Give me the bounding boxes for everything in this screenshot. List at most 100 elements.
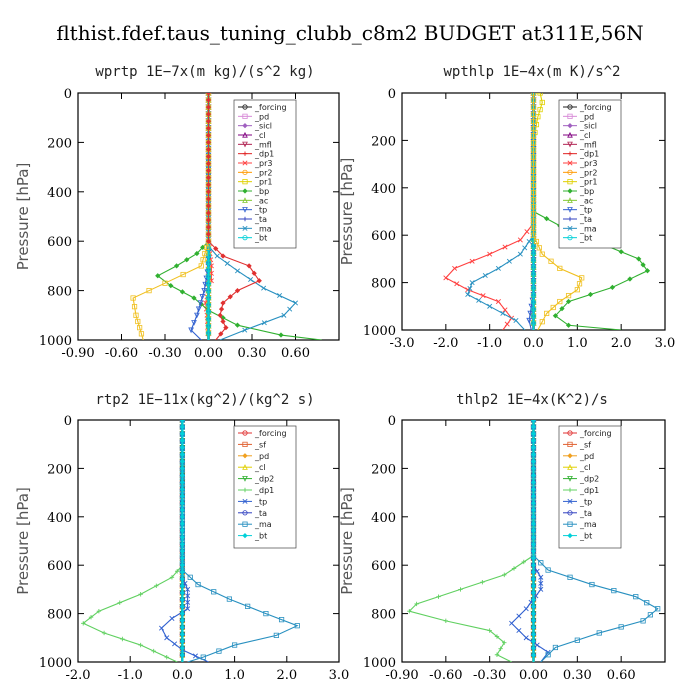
series-marker_pr3 <box>495 299 501 305</box>
series-marker_pr3 <box>452 265 458 271</box>
series-marker_bt <box>530 590 537 596</box>
legend-marker <box>567 104 573 110</box>
series-marker_bp <box>565 322 572 328</box>
y-tick-label: 600 <box>371 559 396 574</box>
panel-title: wpthlp 1E−4x(m K)/s^2 <box>443 64 620 80</box>
series-marker_dp1_profile <box>246 263 252 269</box>
legend-marker <box>567 141 573 148</box>
series-marker_dp1 <box>164 654 169 660</box>
series-group <box>443 93 651 330</box>
series-marker_dp1 <box>407 608 412 614</box>
legend-entry: _forcing <box>579 429 612 438</box>
y-tick-label: 1000 <box>363 656 396 671</box>
y-tick-label: 400 <box>47 511 72 526</box>
series-marker_dp1 <box>494 634 500 639</box>
x-tick-label: 3.0 <box>655 336 676 351</box>
series-marker_bt <box>179 528 186 534</box>
series-marker_bt <box>530 465 537 472</box>
series-marker_ma <box>292 300 299 306</box>
legend-entry: _tp <box>254 206 267 215</box>
legend-entry: _ma <box>579 224 597 233</box>
series-marker_bp <box>587 291 594 298</box>
series-marker_ma <box>500 310 506 316</box>
series-marker_bt <box>179 597 186 603</box>
legend-marker <box>567 179 573 185</box>
series-marker_dp1 <box>458 587 463 592</box>
series-marker_tp <box>195 306 202 313</box>
series-marker_tp <box>523 606 529 612</box>
series-marker_bp <box>155 273 161 279</box>
legend-marker <box>567 131 573 138</box>
series-marker_pr2_profile <box>200 257 206 263</box>
series-marker_bt <box>179 652 186 658</box>
series-marker_bp <box>184 257 190 263</box>
series-marker_pr2_profile <box>130 295 136 301</box>
series-marker_bp <box>544 215 550 222</box>
legend-marker <box>567 216 573 222</box>
legend-entry: _ta <box>254 215 267 224</box>
legend-entry: _dp1 <box>579 150 599 159</box>
legend-marker <box>567 521 573 527</box>
series-marker_bt <box>179 472 186 478</box>
series-marker_ma <box>234 268 241 274</box>
series-marker_pr1_profile <box>557 265 563 271</box>
chart-panel-4: thlp2 1E−4x(K^2)/s Pressure [hPa] -0.90 -0.… <box>338 392 666 683</box>
series-marker_ma <box>589 581 595 588</box>
series-marker_ma <box>567 574 573 580</box>
legend-marker <box>242 510 248 516</box>
legend-entry: _pd <box>254 112 269 121</box>
series-marker_pr1_profile <box>533 238 540 245</box>
series-marker_pr1_profile <box>530 218 537 224</box>
y-axis-label: Pressure [hPa] <box>338 487 356 595</box>
series-marker_bt <box>530 243 537 249</box>
series-marker_dp1_profile <box>220 253 226 259</box>
series-marker_pr1_profile <box>530 175 537 181</box>
legend-entry: _bt <box>579 234 592 243</box>
series-marker_pr3 <box>443 275 449 281</box>
series-marker_bt <box>179 493 186 499</box>
series-marker_bt <box>530 257 537 263</box>
series-marker_tp <box>523 635 529 641</box>
series-marker_pr1_profile <box>557 298 563 305</box>
series-marker_dp1_profile <box>205 111 212 117</box>
series-marker_ma <box>263 611 269 617</box>
legend-marker <box>567 487 573 493</box>
series-marker_bt <box>530 631 537 637</box>
series-marker_dp1 <box>169 575 175 580</box>
legend-entry: _bt <box>254 234 267 243</box>
series-marker_tp <box>191 320 197 326</box>
series-marker_dp1 <box>498 646 503 651</box>
legend-marker <box>242 160 248 166</box>
series-marker_tp <box>164 635 170 641</box>
series-marker_pr1_profile <box>544 310 550 317</box>
series-marker_bt <box>205 302 212 308</box>
series-marker_pr2_profile <box>146 287 152 294</box>
x-tick-label: 2.0 <box>611 336 632 351</box>
series-marker_bp <box>644 268 651 274</box>
x-tick-label: 0.30 <box>563 668 592 683</box>
legend-entry: _forcing <box>254 429 287 438</box>
legend-entry: _pr3 <box>579 159 597 168</box>
legend-marker <box>242 487 248 493</box>
series-marker_ma <box>281 312 287 318</box>
series-marker_bt <box>179 451 186 458</box>
legend-marker <box>242 188 248 194</box>
series-marker_dp1 <box>81 621 86 626</box>
series-marker_bt <box>530 486 537 492</box>
series-marker_bt <box>530 451 537 458</box>
panel-title: thlp2 1E−4x(K^2)/s <box>456 392 608 408</box>
series-marker_ma <box>545 652 551 658</box>
legend-entry: _forcing <box>579 103 612 112</box>
series-marker_dp1_profile <box>205 224 212 230</box>
series-marker_bt <box>530 604 537 610</box>
y-tick-label: 1000 <box>39 656 72 671</box>
legend-entry: _pr1 <box>579 178 597 187</box>
series-marker_tp <box>185 586 191 592</box>
series-marker_dp1_profile <box>218 331 224 337</box>
series-marker_ma <box>640 618 646 624</box>
series-marker_ma <box>278 617 285 623</box>
x-tick-label: 3.0 <box>329 668 350 683</box>
y-tick-label: 600 <box>371 229 396 244</box>
legend-entry: _bt <box>579 532 592 541</box>
legend-entry: _ta <box>579 509 592 518</box>
